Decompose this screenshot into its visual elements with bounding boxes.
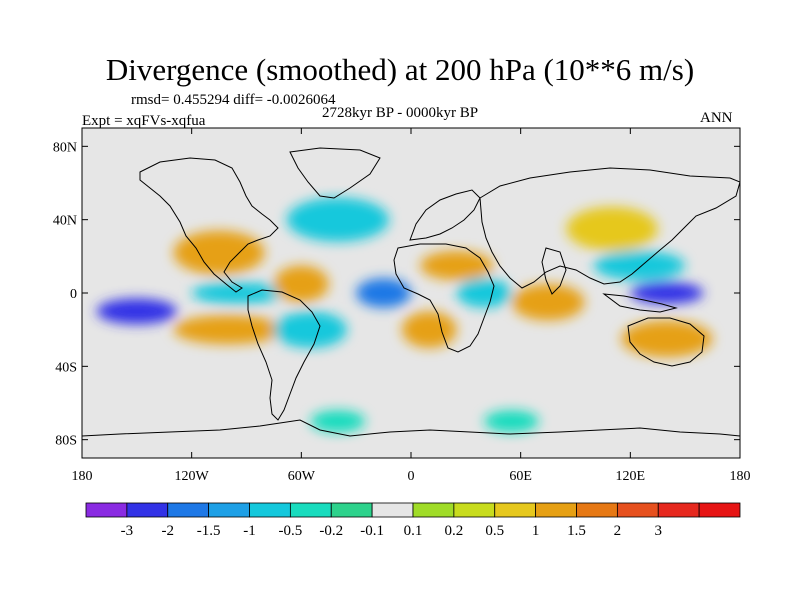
x-tick-label: 60W — [288, 469, 316, 484]
colorbar-swatch — [494, 502, 537, 518]
anomaly-region — [420, 250, 494, 281]
anomaly-region — [273, 311, 348, 348]
stats-text: rmsd= 0.455294 diff= -0.0026064 — [131, 92, 336, 108]
coastlines — [82, 147, 740, 437]
y-tick-label: 80S — [55, 434, 77, 449]
coastline-asia — [479, 167, 740, 289]
anomaly-region — [511, 283, 585, 321]
colorbar-label: 0.5 — [485, 523, 504, 539]
anomaly-region — [173, 230, 265, 275]
colorbar-swatch — [208, 502, 250, 518]
coastline-greenland — [289, 147, 381, 199]
colorbar-swatch — [289, 502, 332, 518]
x-tick-label: 60E — [509, 469, 532, 484]
colorbar-label: -0.5 — [279, 523, 303, 539]
anomaly-region — [191, 282, 284, 304]
x-tick-label: 180 — [72, 469, 93, 484]
colorbar-swatch — [657, 502, 700, 518]
colorbar-label: -0.2 — [319, 523, 343, 539]
anomaly-region — [456, 278, 512, 308]
colorbar-swatch — [453, 502, 496, 518]
colorbar-label: 0.1 — [404, 523, 423, 539]
coastline-south-america — [247, 289, 321, 421]
colorbar-swatch — [535, 502, 577, 518]
coastline-india — [541, 247, 567, 295]
x-tick-label: 0 — [408, 469, 415, 484]
period-text: 2728kyr BP - 0000kyr BP — [322, 105, 479, 121]
colorbar-label: -0.1 — [360, 523, 384, 539]
colorbar-swatch — [371, 502, 414, 518]
anomaly-region — [96, 298, 178, 325]
x-axis: 180 120W 60W 0 60E 120E 180 — [72, 128, 751, 484]
colorbar-label: 3 — [655, 523, 663, 539]
colorbar: -3 -2 -1.5 -1 -0.5 -0.2 -0.1 0.1 0.2 0.5 1 1.5 2 3 — [85, 502, 741, 539]
anomaly-region — [566, 206, 658, 251]
experiment-text: Expt = xqFVs-xqfua — [82, 113, 206, 129]
colorbar-swatch — [616, 502, 659, 518]
colorbar-swatch — [698, 502, 741, 518]
y-tick-label: 40S — [55, 360, 77, 375]
colorbar-swatch — [330, 502, 373, 518]
anomaly-region — [401, 311, 457, 348]
anomaly-region — [273, 265, 329, 303]
colorbar-swatch — [167, 502, 210, 518]
colorbar-swatch — [126, 502, 169, 518]
anomaly-region — [621, 320, 713, 358]
coastline-north-america — [139, 157, 279, 293]
coastline-africa — [393, 243, 495, 353]
y-tick-label: 0 — [70, 287, 77, 302]
colorbar-swatch — [576, 502, 618, 518]
anomaly-region — [356, 278, 412, 308]
coastline-antarctica — [82, 419, 740, 437]
y-tick-label: 80N — [53, 140, 77, 155]
colorbar-label: 2 — [614, 523, 622, 539]
x-tick-label: 180 — [730, 469, 751, 484]
colorbar-label: 0.2 — [445, 523, 464, 539]
y-tick-label: 40N — [53, 214, 77, 229]
coastline-australia — [627, 317, 705, 367]
anomaly-region — [310, 410, 366, 433]
colorbar-label: -1 — [243, 523, 256, 539]
colorbar-label: 1 — [532, 523, 540, 539]
season-text: ANN — [700, 110, 733, 126]
colorbar-swatch — [249, 502, 291, 518]
anomaly-region — [593, 250, 686, 281]
anomaly-region — [484, 410, 539, 433]
x-tick-label: 120E — [616, 469, 646, 484]
plot-title: Divergence (smoothed) at 200 hPa (10**6 … — [105, 52, 695, 87]
x-tick-label: 120W — [175, 469, 210, 484]
colorbar-label: -1.5 — [197, 523, 221, 539]
colorbar-swatch — [412, 502, 455, 518]
y-axis: 80N 40N 0 40S 80S — [53, 140, 740, 449]
anomaly-region — [630, 282, 704, 304]
anomaly-region — [173, 315, 284, 345]
colorbar-label: 1.5 — [567, 523, 586, 539]
colorbar-label: -3 — [121, 523, 134, 539]
coastline-indonesia — [602, 293, 678, 313]
colorbar-swatch — [85, 502, 128, 518]
colorbar-label: -2 — [162, 523, 175, 539]
anomaly-region — [286, 197, 390, 242]
